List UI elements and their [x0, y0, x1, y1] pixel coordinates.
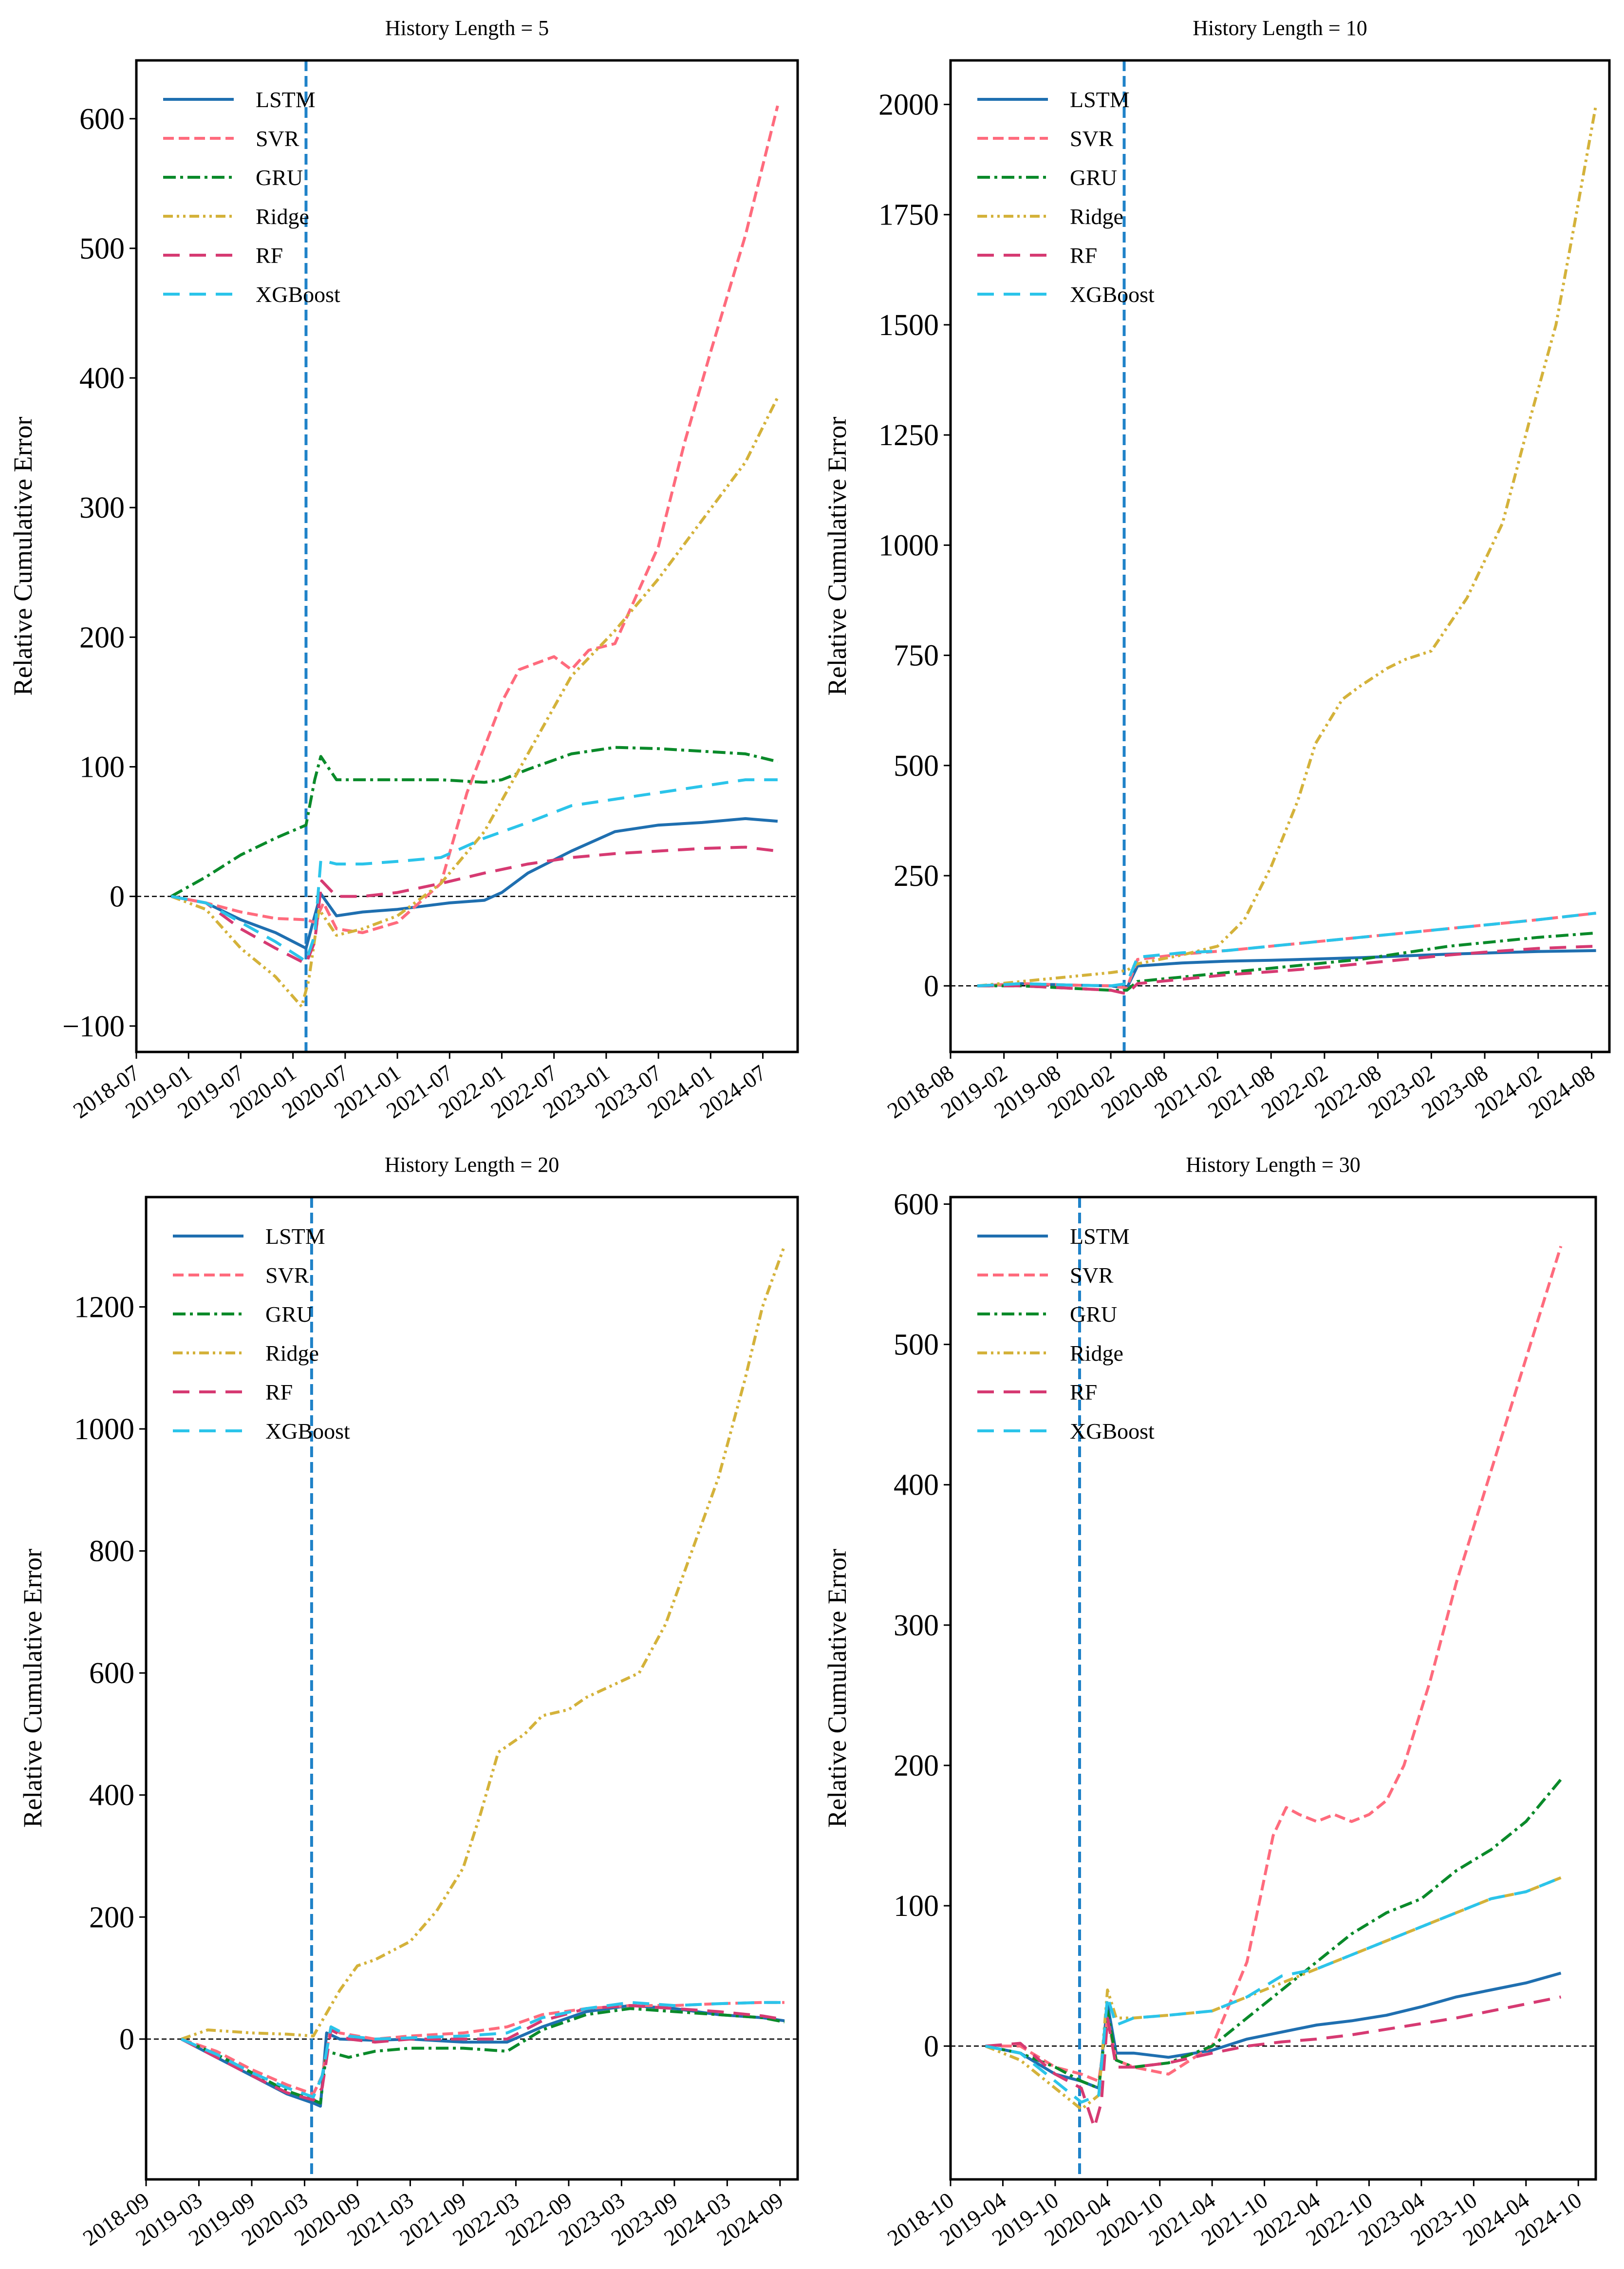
y-tick-label: 1000: [74, 1413, 134, 1446]
y-tick-label: 400: [89, 1779, 134, 1812]
y-tick-label: 300: [79, 491, 125, 525]
y-tick-label: 600: [79, 103, 125, 136]
y-tick-label: 200: [89, 1901, 134, 1934]
chart-title: History Length = 5: [385, 16, 549, 40]
legend-label: GRU: [256, 165, 303, 190]
series-line-gru: [170, 746, 778, 898]
panel-history-20: History Length = 20 Relative Cumulative E…: [18, 1153, 799, 2250]
chart-title: History Length = 10: [1193, 16, 1367, 40]
y-tick-label: 1200: [74, 1291, 134, 1324]
series-line-gru: [977, 931, 1596, 992]
series-line-lstm: [180, 2004, 785, 2108]
legend-label: Ridge: [1070, 204, 1123, 229]
series-line-xgboost: [977, 912, 1596, 988]
y-tick-label: 500: [894, 750, 939, 783]
series-line-lstm: [985, 1971, 1562, 2090]
y-tick-label: −100: [62, 1010, 125, 1043]
panel-history-30: History Length = 30 Relative Cumulative E…: [822, 1153, 1597, 2250]
series-line-rf: [977, 944, 1596, 995]
series-line-ridge: [170, 396, 779, 1008]
legend-label: XGBoost: [265, 1419, 350, 1444]
legend-label: Ridge: [256, 204, 309, 229]
series-group: [170, 105, 779, 1008]
axes-frame: [135, 59, 799, 1053]
axes-frame: [949, 59, 1611, 1053]
legend-label: XGBoost: [1070, 1419, 1155, 1444]
axes-frame: [949, 1196, 1597, 2181]
legend-label: RF: [1070, 1380, 1097, 1405]
y-tick-label: 800: [89, 1535, 134, 1568]
y-tick-label: 400: [894, 1469, 939, 1502]
series-line-xgboost: [181, 2001, 784, 2099]
y-axis-label: Relative Cumulative Error: [18, 1549, 47, 1828]
y-tick-label: 500: [79, 232, 125, 265]
y-tick-label: 100: [894, 1890, 939, 1923]
y-tick-label: 1750: [878, 199, 939, 232]
legend-label: SVR: [1070, 1263, 1114, 1288]
y-axis-label: Relative Cumulative Error: [8, 417, 37, 696]
y-tick-label: 0: [924, 970, 939, 1003]
legend-label: LSTM: [1070, 1224, 1130, 1249]
legend-label: GRU: [1070, 1302, 1117, 1327]
y-tick-label: 600: [894, 1188, 939, 1221]
series-line-svr: [181, 2001, 784, 2096]
series-line-rf: [170, 845, 778, 965]
legend-label: SVR: [265, 1263, 309, 1288]
legend-label: LSTM: [265, 1224, 325, 1249]
axes-frame: [145, 1196, 799, 2181]
series-group: [977, 104, 1598, 995]
series-line-gru: [985, 1778, 1562, 2090]
legend-label: GRU: [1070, 165, 1117, 190]
y-tick-label: 400: [79, 362, 125, 395]
series-group: [985, 1246, 1563, 2129]
legend-label: RF: [1070, 243, 1097, 268]
series-line-xgboost: [985, 1876, 1562, 2104]
legend-label: LSTM: [256, 87, 316, 112]
chart-title: History Length = 30: [1186, 1153, 1360, 1177]
y-tick-label: 500: [894, 1329, 939, 1362]
y-tick-label: 1000: [878, 529, 939, 562]
y-axis-label: Relative Cumulative Error: [822, 417, 852, 696]
y-tick-label: 600: [89, 1657, 134, 1690]
legend-label: XGBoost: [256, 282, 340, 307]
series-line-lstm: [170, 817, 778, 950]
y-tick-label: 2000: [878, 88, 939, 121]
y-tick-label: 300: [894, 1609, 939, 1642]
series-line-svr: [170, 105, 779, 935]
series-line-rf: [985, 1995, 1561, 2129]
legend-label: XGBoost: [1070, 282, 1155, 307]
legend-label: LSTM: [1070, 87, 1130, 112]
y-tick-label: 0: [119, 2023, 134, 2056]
y-tick-label: 1250: [878, 419, 939, 452]
legend-label: RF: [256, 243, 283, 268]
y-tick-label: 1500: [878, 309, 939, 342]
legend-label: Ridge: [265, 1341, 319, 1366]
y-tick-label: 200: [894, 1749, 939, 1782]
series-line-gru: [181, 2007, 785, 2105]
panel-history-5: History Length = 5 Relative Cumulative Er…: [8, 16, 799, 1123]
series-line-svr: [985, 1246, 1563, 2083]
y-tick-label: 100: [79, 750, 125, 784]
y-tick-label: 200: [79, 621, 125, 654]
legend-label: SVR: [1070, 126, 1114, 151]
y-tick-label: 0: [924, 2030, 939, 2063]
series-line-ridge: [977, 104, 1598, 988]
legend-label: Ridge: [1070, 1341, 1123, 1366]
series-line-lstm: [977, 949, 1596, 990]
series-line-xgboost: [170, 778, 778, 963]
y-tick-label: 750: [894, 639, 939, 673]
legend-label: RF: [265, 1380, 293, 1405]
series-line-ridge: [181, 1245, 786, 2041]
legend-label: SVR: [256, 126, 299, 151]
chart-title: History Length = 20: [385, 1153, 559, 1177]
y-tick-label: 250: [894, 860, 939, 893]
y-tick-label: 0: [110, 881, 125, 914]
y-axis-label: Relative Cumulative Error: [822, 1549, 852, 1828]
legend-label: GRU: [265, 1302, 313, 1327]
series-group: [180, 1245, 786, 2108]
panel-history-10: History Length = 10 Relative Cumulative E…: [822, 16, 1611, 1123]
